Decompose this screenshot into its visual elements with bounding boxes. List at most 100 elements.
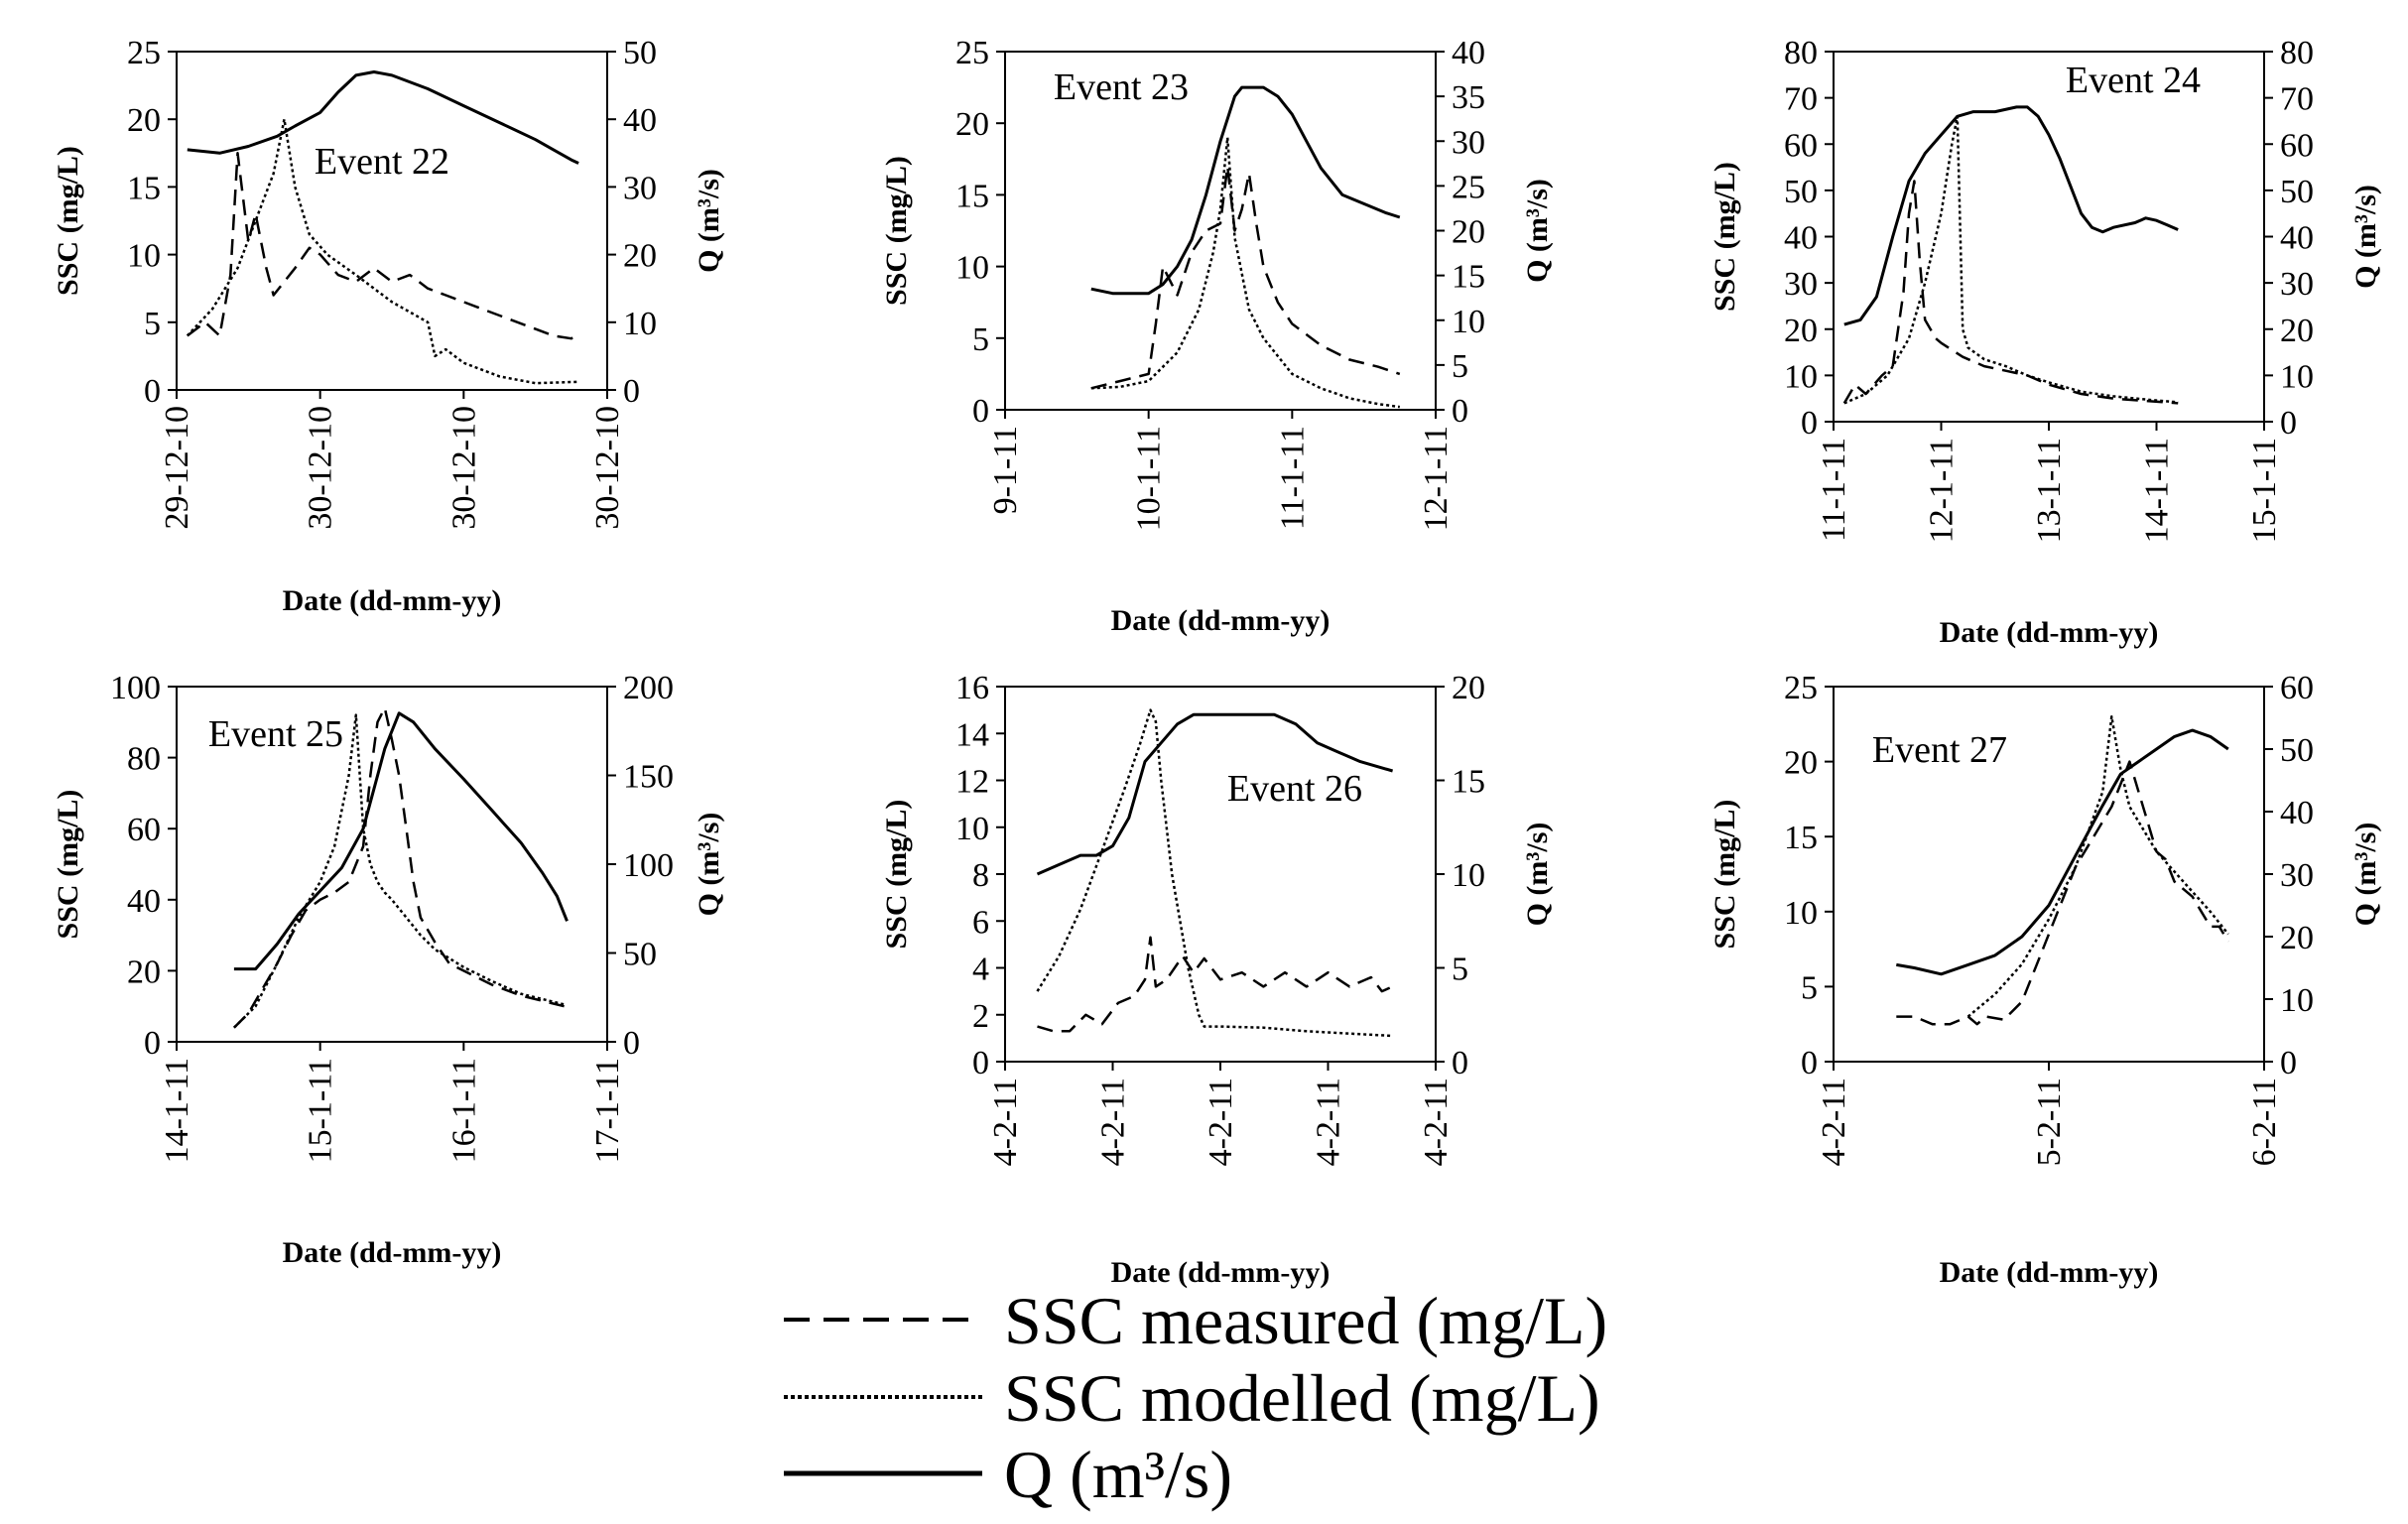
series-line-dashed: [233, 706, 565, 1029]
x-tick-label: 9-1-11: [987, 426, 1024, 514]
right-y-tick-label: 20: [1452, 670, 1485, 706]
left-y-tick-label: 5: [1801, 969, 1818, 1006]
series-line-dashed: [1090, 165, 1401, 390]
right-y-tick-label: 10: [2280, 982, 2314, 1019]
left-y-tick-label: 6: [972, 904, 989, 941]
left-y-tick-label: 0: [972, 1045, 989, 1081]
left-y-tick-label: 10: [955, 811, 989, 847]
right-y-tick-label: 50: [623, 937, 657, 973]
event-label: Event 25: [208, 713, 343, 755]
right-y-tick-label: 10: [1452, 857, 1485, 894]
right-y-tick-label: 60: [2280, 670, 2314, 706]
right-y-axis-label: Q (m³/s): [1521, 179, 1554, 283]
left-y-tick-label: 16: [955, 670, 989, 706]
left-y-axis-label: SSC (mg/L): [880, 800, 913, 950]
left-y-tick-label: 0: [144, 1025, 161, 1062]
x-axis-label: Date (dd-mm-yy): [1111, 1256, 1331, 1289]
right-y-tick-label: 50: [2280, 174, 2314, 210]
left-y-tick-label: 0: [144, 373, 161, 410]
chart-panel-5: 0 2 4 6 8 10 12 14 16 0 5 10 15 20 4-2-11 4-2-11 4-2-11 4…: [880, 670, 1554, 1289]
x-tick-label: 29-12-10: [159, 406, 195, 530]
left-y-tick-label: 14: [955, 716, 989, 753]
series-line-dotted: [1036, 708, 1393, 1038]
left-y-tick-label: 8: [972, 857, 989, 894]
left-y-axis-label: SSC (mg/L): [1709, 800, 1741, 950]
x-tick-label: 14-1-11: [159, 1058, 195, 1163]
left-y-tick-label: 10: [1784, 895, 1818, 932]
left-y-axis-label: SSC (mg/L): [52, 146, 84, 296]
left-y-tick-label: 0: [972, 393, 989, 430]
x-tick-label: 4-2-11: [1816, 1078, 1852, 1166]
right-y-tick-label: 30: [1452, 124, 1485, 161]
chart-panel-2: 0 5 10 15 20 25 0 5 10 15 20 25 30 35 40 9-1-11 10-1-11 1…: [880, 35, 1554, 637]
left-y-tick-label: 100: [110, 670, 161, 706]
right-y-tick-label: 20: [2280, 920, 2314, 956]
left-y-tick-label: 2: [972, 998, 989, 1035]
x-tick-label: 15-1-11: [303, 1058, 339, 1163]
left-y-tick-label: 15: [1784, 820, 1818, 856]
x-tick-label: 17-1-11: [589, 1058, 626, 1163]
series-line-dashed: [1896, 760, 2229, 1026]
right-y-tick-label: 0: [2280, 1045, 2297, 1081]
x-tick-label: 6-2-11: [2246, 1078, 2283, 1166]
right-y-axis-label: Q (m³/s): [2349, 823, 2382, 927]
legend-label: Q (m³/s): [1004, 1437, 1232, 1512]
right-y-axis-label: Q (m³/s): [693, 169, 725, 273]
right-y-tick-label: 25: [1452, 169, 1485, 205]
left-y-tick-label: 30: [1784, 266, 1818, 303]
left-y-tick-label: 20: [1784, 745, 1818, 782]
x-tick-label: 30-12-10: [303, 406, 339, 530]
left-y-tick-label: 20: [127, 953, 161, 990]
legend-label: SSC measured (mg/L): [1004, 1283, 1607, 1358]
right-y-tick-label: 30: [2280, 266, 2314, 303]
x-tick-label: 11-1-11: [1816, 438, 1852, 542]
left-y-tick-label: 25: [955, 35, 989, 71]
right-y-tick-label: 80: [2280, 35, 2314, 71]
right-y-tick-label: 30: [2280, 857, 2314, 894]
left-y-tick-label: 25: [1784, 670, 1818, 706]
x-tick-label: 4-2-11: [1095, 1078, 1132, 1166]
right-y-axis-label: Q (m³/s): [693, 813, 725, 917]
event-label: Event 26: [1227, 768, 1362, 810]
right-y-tick-label: 0: [623, 1025, 640, 1062]
right-y-tick-label: 30: [623, 170, 657, 206]
right-y-tick-label: 0: [623, 373, 640, 410]
x-axis-label: Date (dd-mm-yy): [1940, 616, 2159, 649]
left-y-tick-label: 50: [1784, 174, 1818, 210]
left-y-tick-label: 25: [127, 35, 161, 71]
x-tick-label: 12-1-11: [1924, 438, 1961, 543]
x-tick-label: 4-2-11: [1203, 1078, 1239, 1166]
series-line-dashed: [1842, 180, 2179, 405]
series-line-solid: [187, 70, 579, 165]
left-y-tick-label: 40: [127, 883, 161, 920]
left-y-tick-label: 40: [1784, 220, 1818, 257]
right-y-tick-label: 35: [1452, 79, 1485, 116]
x-axis-label: Date (dd-mm-yy): [1940, 1256, 2159, 1289]
series-line-dotted: [233, 713, 565, 1029]
left-y-tick-label: 12: [955, 764, 989, 801]
chart-panel-1: 0 5 10 15 20 25 0 10 20 30 40 50 29-12-10 30-12-10 30-…: [52, 35, 725, 617]
left-y-tick-label: 20: [127, 102, 161, 139]
left-y-tick-label: 4: [972, 952, 989, 988]
right-y-tick-label: 10: [2280, 358, 2314, 395]
left-y-tick-label: 70: [1784, 81, 1818, 118]
x-axis-label: Date (dd-mm-yy): [283, 1236, 502, 1269]
event-label: Event 23: [1054, 66, 1189, 108]
series-line-solid: [233, 711, 569, 971]
x-tick-label: 30-12-10: [445, 406, 482, 530]
right-y-tick-label: 15: [1452, 259, 1485, 296]
left-y-tick-label: 5: [972, 321, 989, 358]
legend-label: SSC modelled (mg/L): [1004, 1360, 1600, 1436]
left-y-tick-label: 60: [127, 812, 161, 848]
plot-frame: [1833, 51, 2265, 423]
chart-panel-3: 0 10 20 30 40 50 60 70 80 0 10 20 30 40 50 60 70 80 11-1-1…: [1709, 35, 2382, 649]
x-tick-label: 4-2-11: [987, 1078, 1024, 1166]
series-line-dotted: [1090, 136, 1400, 409]
right-y-tick-label: 40: [2280, 220, 2314, 257]
x-tick-label: 30-12-10: [589, 406, 626, 530]
event-label: Event 24: [2066, 60, 2201, 101]
right-y-tick-label: 10: [1452, 304, 1485, 340]
x-tick-label: 13-1-11: [2031, 438, 2068, 543]
x-tick-label: 11-1-11: [1274, 426, 1311, 530]
